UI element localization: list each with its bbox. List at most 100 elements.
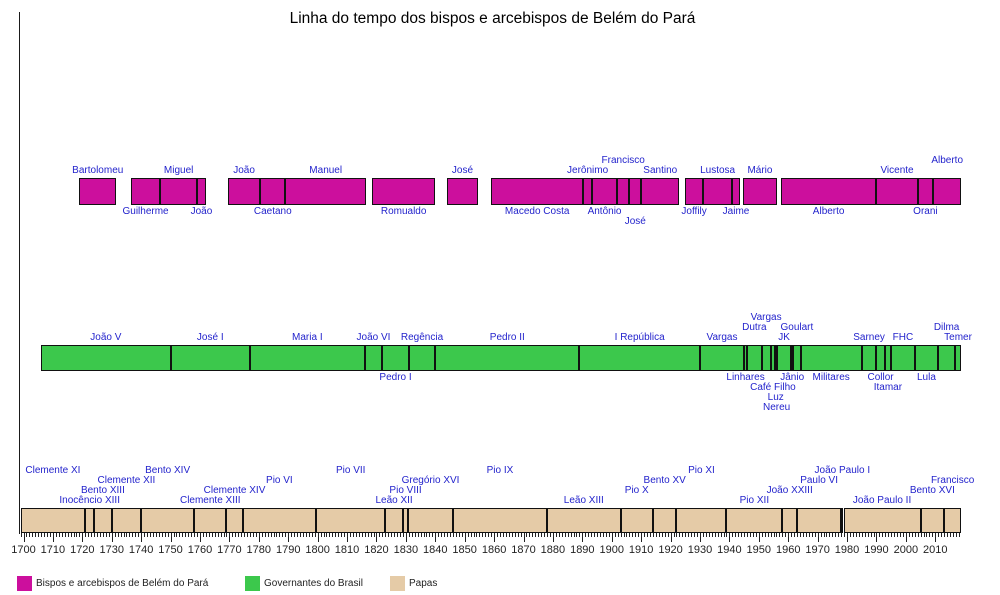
timeline-segment	[452, 508, 548, 533]
axis-tick	[55, 533, 57, 537]
axis-tick	[479, 533, 481, 537]
segment-label: João Paulo II	[852, 495, 912, 506]
axis-tick	[323, 533, 325, 537]
axis-tick	[929, 533, 931, 537]
axis-tick	[261, 533, 263, 537]
axis-tick	[947, 533, 949, 537]
axis-tick	[523, 533, 525, 542]
axis-tick	[414, 533, 416, 537]
timeline-segment	[41, 345, 171, 371]
segment-label: José I	[196, 332, 224, 343]
timeline-segment	[491, 178, 584, 205]
segment-label: Guilherme	[122, 206, 169, 217]
timeline-segment	[111, 508, 142, 533]
axis-tick	[367, 533, 369, 537]
axis-tick	[373, 533, 375, 537]
axis-tick	[549, 533, 551, 537]
axis-tick	[608, 533, 610, 537]
axis-tick	[158, 533, 160, 537]
axis-tick	[852, 533, 854, 537]
axis-tick	[391, 533, 393, 537]
axis-tick	[47, 533, 49, 537]
timeline-segment	[944, 508, 962, 533]
segment-label: Lustosa	[700, 165, 736, 176]
segment-label: Orani	[913, 206, 938, 217]
axis-tick	[173, 533, 175, 537]
axis-tick	[729, 533, 731, 542]
axis-tick	[85, 533, 87, 537]
axis-tick	[905, 533, 907, 542]
axis-tick	[817, 533, 819, 542]
axis-tick	[332, 533, 334, 537]
axis-tick	[38, 533, 40, 537]
axis-tick	[497, 533, 499, 537]
legend-label-bishops: Bispos e arcebispos de Belém do Pará	[36, 578, 209, 589]
timeline-segment	[592, 178, 618, 205]
timeline-segment	[160, 178, 198, 205]
axis-tick	[697, 533, 699, 537]
axis-tick	[279, 533, 281, 537]
axis-tick	[508, 533, 510, 537]
axis-tick	[514, 533, 516, 537]
axis-tick	[249, 533, 251, 537]
segment-label: Café Filho	[750, 382, 796, 393]
axis-tick	[741, 533, 743, 537]
axis-tick	[841, 533, 843, 537]
axis-tick	[570, 533, 572, 537]
axis-tick	[202, 533, 204, 537]
axis-tick	[241, 533, 243, 537]
axis-tick	[576, 533, 578, 537]
axis-tick	[238, 533, 240, 537]
segment-label: Bento XV	[643, 475, 686, 486]
axis-tick	[532, 533, 534, 537]
axis-tick	[682, 533, 684, 537]
axis-tick	[885, 533, 887, 537]
axis-tick	[958, 533, 960, 537]
axis-tick	[199, 533, 201, 542]
axis-tick	[102, 533, 104, 537]
axis-tick	[120, 533, 122, 537]
axis-tick	[264, 533, 266, 537]
axis-tick	[164, 533, 166, 537]
axis-tick	[438, 533, 440, 537]
axis-tick	[899, 533, 901, 537]
segment-label: Alberto	[812, 206, 845, 217]
timeline-segment	[938, 345, 955, 371]
segment-label: Romualdo	[380, 206, 427, 217]
axis-tick	[358, 533, 360, 537]
segment-label: João	[190, 206, 213, 217]
axis-tick	[226, 533, 228, 537]
axis-tick	[464, 533, 466, 542]
axis-tick	[461, 533, 463, 537]
segment-label: Maria I	[292, 332, 323, 343]
segment-label: Pio XI	[688, 465, 715, 476]
axis-tick-label: 1770	[217, 544, 242, 556]
axis-tick	[747, 533, 749, 537]
axis-tick	[767, 533, 769, 537]
axis-tick	[664, 533, 666, 537]
axis-tick	[882, 533, 884, 537]
axis-tick	[526, 533, 528, 537]
timeline-segment	[141, 508, 195, 533]
axis-tick	[405, 533, 407, 542]
axis-tick	[502, 533, 504, 537]
segment-label: Santino	[643, 165, 678, 176]
axis-tick	[797, 533, 799, 537]
timeline-segment	[843, 508, 921, 533]
axis-tick	[114, 533, 116, 537]
segment-label: Temer	[944, 332, 972, 343]
axis-tick	[99, 533, 101, 537]
axis-tick	[411, 533, 413, 537]
segment-label: Pio X	[624, 485, 649, 496]
legend: Bispos e arcebispos de Belém do Pará Gov…	[0, 574, 1000, 594]
axis-tick	[302, 533, 304, 537]
timeline-segment	[791, 345, 794, 371]
axis-tick	[647, 533, 649, 537]
segment-label: João V	[90, 332, 122, 343]
axis-tick	[385, 533, 387, 537]
segment-label: Pio XII	[739, 495, 770, 506]
axis-tick	[544, 533, 546, 537]
segment-label: Jaime	[722, 206, 750, 217]
axis-tick	[732, 533, 734, 537]
